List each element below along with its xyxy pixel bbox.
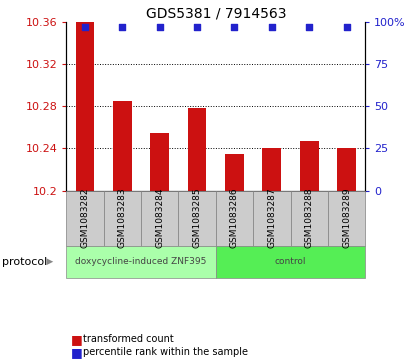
Text: ■: ■	[71, 333, 82, 346]
Text: GSM1083283: GSM1083283	[118, 188, 127, 249]
Bar	[225, 154, 244, 191]
Bar	[113, 101, 132, 191]
Point	[156, 24, 163, 30]
Text: ■: ■	[71, 346, 82, 359]
Title: GDS5381 / 7914563: GDS5381 / 7914563	[146, 7, 286, 21]
Point	[343, 24, 350, 30]
Text: GSM1083289: GSM1083289	[342, 188, 351, 249]
Text: doxycycline-induced ZNF395: doxycycline-induced ZNF395	[76, 257, 207, 266]
Bar	[337, 148, 356, 191]
Text: GSM1083284: GSM1083284	[155, 188, 164, 248]
Bar	[188, 108, 207, 191]
Text: GSM1083282: GSM1083282	[81, 188, 90, 248]
Point	[119, 24, 126, 30]
Point	[231, 24, 238, 30]
Text: control: control	[275, 257, 306, 266]
Text: GSM1083286: GSM1083286	[230, 188, 239, 249]
Text: GSM1083288: GSM1083288	[305, 188, 314, 249]
Point	[306, 24, 312, 30]
Text: protocol: protocol	[2, 257, 47, 267]
Bar	[76, 22, 95, 191]
Bar	[300, 141, 319, 191]
Point	[82, 24, 88, 30]
Point	[194, 24, 200, 30]
Text: percentile rank within the sample: percentile rank within the sample	[83, 347, 248, 357]
Text: transformed count: transformed count	[83, 334, 174, 344]
Text: GSM1083285: GSM1083285	[193, 188, 202, 249]
Point	[269, 24, 275, 30]
Text: GSM1083287: GSM1083287	[267, 188, 276, 249]
Bar	[263, 148, 281, 191]
Bar	[151, 132, 169, 191]
